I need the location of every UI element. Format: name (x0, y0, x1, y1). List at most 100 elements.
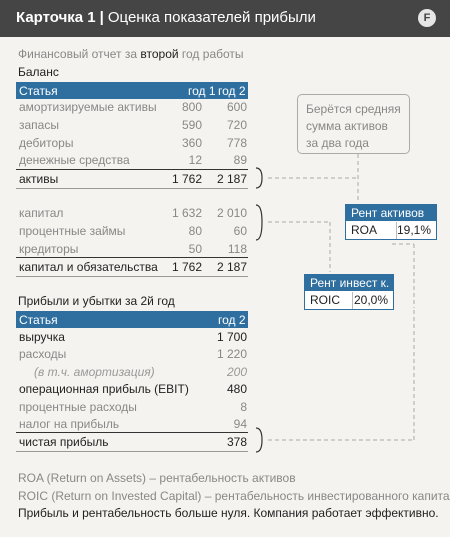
pnl-row: выручка 1 700 (16, 329, 248, 346)
row-label: чистая прибыль (19, 435, 109, 449)
row-year2: 200 (226, 365, 247, 379)
row-year2: 600 (226, 100, 247, 114)
balance-total-row: активы 1 762 2 187 (16, 171, 248, 188)
pnl-row: операционная прибыль (EBIT) 480 (16, 381, 248, 398)
net-profit-brace (255, 427, 263, 453)
row-label: амортизируемые активы (19, 100, 157, 114)
roa-value: 19,1% (396, 223, 431, 237)
row-year1: 1 762 (171, 172, 202, 186)
row-label: дебиторы (19, 136, 74, 150)
pnl-col-item: Статья (19, 313, 58, 327)
roa-footnote: ROA (Return on Assets) – рентабельность … (18, 471, 296, 485)
pnl-row: процентные расходы 8 (16, 399, 248, 416)
row-year2: 1 700 (216, 330, 247, 344)
roa-callout-title: Рент активов (346, 205, 436, 221)
balance-row: амортизируемые активы 800 600 (16, 99, 248, 116)
row-year2: 480 (226, 382, 247, 396)
balance-row: процентные займы 80 60 (16, 223, 248, 240)
row-year1: 590 (181, 118, 202, 132)
row-year1: 12 (188, 153, 202, 167)
average-assets-note: Берётся средняя сумма активов за два год… (297, 94, 410, 154)
roic-value: 20,0% (353, 293, 388, 307)
row-year1: 80 (188, 224, 202, 238)
page-title: Оценка показателей прибыли (107, 9, 316, 26)
note-line: за два года (306, 136, 369, 150)
pnl-row: налог на прибыль 94 (16, 416, 248, 433)
row-label: капитал и обязательства (19, 260, 158, 274)
row-year2: 94 (233, 417, 247, 431)
roic-key: ROIC (310, 293, 340, 307)
row-year2: 1 220 (216, 347, 247, 361)
row-label: запасы (19, 118, 59, 132)
row-year2: 60 (233, 224, 247, 238)
row-year2: 118 (227, 242, 247, 256)
balance-row: дебиторы 360 778 (16, 135, 248, 152)
row-divider (16, 188, 248, 189)
balance-row: денежные средства 12 89 (16, 152, 248, 169)
card-label: Карточка 1 (16, 9, 96, 26)
note-line: сумма активов (306, 119, 388, 133)
row-label: (в т.ч. амортизация) (34, 365, 155, 379)
subtitle-part-2: год работы (178, 47, 244, 61)
row-year2: 378 (226, 435, 247, 449)
row-year2: 8 (240, 400, 247, 414)
balance-row: кредиторы 50 118 (16, 241, 248, 258)
balance-col-year1: год 1 (188, 84, 216, 98)
row-year2: 2 187 (216, 172, 247, 186)
pnl-row: расходы 1 220 (16, 346, 248, 363)
row-year2: 89 (233, 153, 247, 167)
row-year2: 720 (226, 118, 247, 132)
balance-title: Баланс (18, 65, 59, 79)
balance-row: запасы 590 720 (16, 117, 248, 134)
pnl-total-row: чистая прибыль 378 (16, 434, 248, 451)
row-year1: 360 (181, 136, 202, 150)
row-label: кредиторы (19, 242, 79, 256)
row-year1: 50 (188, 242, 202, 256)
row-label: процентные займы (19, 224, 126, 238)
row-label: операционная прибыль (EBIT) (19, 382, 189, 396)
row-year1: 1 762 (171, 260, 202, 274)
balance-col-year2: год 2 (218, 84, 246, 98)
row-year2: 2 010 (216, 206, 247, 220)
callout-divider (396, 222, 397, 239)
pnl-row: (в т.ч. амортизация) 200 (16, 364, 248, 381)
balance-total-row: капитал и обязательства 1 762 2 187 (16, 259, 248, 276)
roic-callout: Рент инвест к. ROIC 20,0% (304, 274, 394, 310)
row-divider (16, 451, 248, 452)
row-label: расходы (19, 347, 67, 361)
row-divider (16, 276, 248, 277)
row-label: денежные средства (19, 153, 130, 167)
total-divider (16, 257, 248, 258)
header-title: Карточка 1 | Оценка показателей прибыли (16, 9, 316, 26)
subtitle-highlight: второй (140, 47, 179, 61)
equity-debt-brace (255, 204, 263, 241)
balance-row: капитал 1 632 2 010 (16, 205, 248, 222)
subtitle-part-1: Финансовый отчет за (18, 47, 141, 61)
pnl-title: Прибыли и убытки за 2й год (18, 294, 175, 308)
note-line: Берётся средняя (306, 102, 401, 116)
roic-footnote: ROIC (Return on Invested Capital) – рент… (18, 489, 450, 503)
row-label: капитал (19, 206, 64, 220)
report-subtitle: Финансовый отчет за второй год работы (18, 47, 244, 61)
row-year2: 778 (226, 136, 247, 150)
roa-key: ROA (351, 223, 378, 237)
row-label: активы (19, 172, 59, 186)
roa-callout: Рент активов ROA 19,1% (345, 204, 437, 240)
row-year1: 1 632 (171, 206, 202, 220)
balance-table-header: Статья год 1 год 2 (16, 82, 248, 99)
roic-callout-title: Рент инвест к. (305, 275, 393, 291)
row-label: выручка (19, 330, 65, 344)
balance-col-item: Статья (19, 84, 58, 98)
pnl-table-header: Статья год 2 (16, 311, 248, 328)
total-divider (16, 169, 248, 170)
row-label: процентные расходы (19, 400, 137, 414)
header-bar: Карточка 1 | Оценка показателей прибыли F (0, 0, 450, 37)
title-separator: | (99, 9, 104, 26)
total-divider (16, 432, 248, 433)
row-year1: 800 (181, 100, 202, 114)
brand-logo-icon: F (418, 9, 436, 27)
assets-brace (255, 167, 263, 189)
conclusion-text: Прибыль и рентабельность больше нуля. Ко… (18, 506, 439, 520)
callout-divider (352, 292, 353, 309)
